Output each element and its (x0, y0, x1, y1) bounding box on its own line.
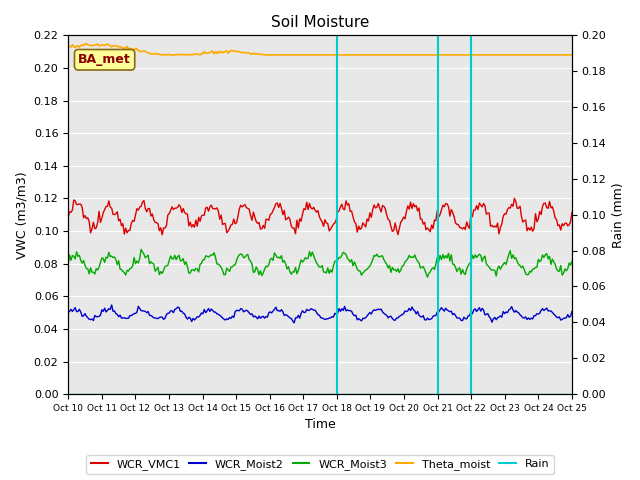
Title: Soil Moisture: Soil Moisture (271, 15, 369, 30)
Legend: WCR_VMC1, WCR_Moist2, WCR_Moist3, Theta_moist, Rain: WCR_VMC1, WCR_Moist2, WCR_Moist3, Theta_… (86, 455, 554, 474)
Text: BA_met: BA_met (78, 53, 131, 66)
Y-axis label: Rain (mm): Rain (mm) (612, 182, 625, 248)
Y-axis label: VWC (m3/m3): VWC (m3/m3) (15, 171, 28, 259)
X-axis label: Time: Time (305, 419, 335, 432)
